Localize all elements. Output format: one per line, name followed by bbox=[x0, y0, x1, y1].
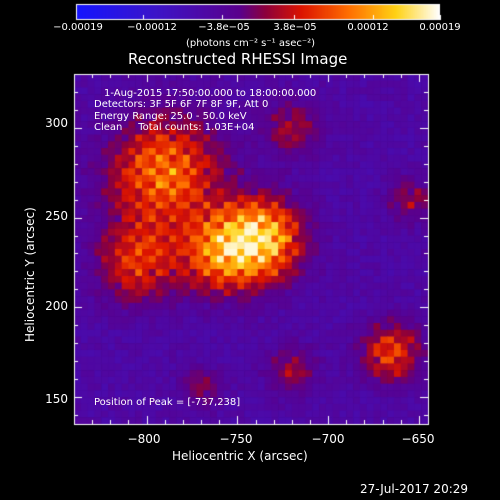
y-tick-label: 200 bbox=[45, 299, 68, 313]
plot-timestamp: 27-Jul-2017 20:29 bbox=[360, 482, 469, 496]
colorbar-unit-label: (photons cm⁻² s⁻¹ asec⁻²) bbox=[186, 38, 316, 49]
colorbar-tick-label: −0.00019 bbox=[53, 22, 103, 33]
time-range-annotation: 1-Aug-2015 17:50:00.000 to 18:00:00.000 bbox=[104, 88, 317, 99]
x-axis-label: Heliocentric X (arcsec) bbox=[172, 449, 308, 463]
colorbar-tick-label: 0.00012 bbox=[347, 22, 389, 33]
x-tick-label: −700 bbox=[311, 432, 345, 446]
x-tick-label: −650 bbox=[401, 432, 435, 446]
y-tick-label: 300 bbox=[45, 116, 68, 130]
chart-title: Reconstructed RHESSI Image bbox=[128, 50, 348, 68]
energy-range-annotation: Energy Range: 25.0 - 50.0 keV bbox=[94, 111, 247, 122]
colorbar-tick-label: −0.00012 bbox=[127, 22, 177, 33]
colorbar-tick-label: 3.8e−05 bbox=[273, 22, 317, 33]
x-tick-label: −800 bbox=[127, 432, 161, 446]
clean-counts-annotation: Clean Total counts: 1.03E+04 bbox=[94, 122, 255, 133]
x-tick-label: −750 bbox=[219, 432, 253, 446]
y-axis-label: Heliocentric Y (arcsec) bbox=[23, 207, 37, 342]
colorbar-tick-label: −3.8e−05 bbox=[198, 22, 250, 33]
peak-position-annotation: Position of Peak = [-737,238] bbox=[94, 397, 241, 408]
y-tick-label: 150 bbox=[45, 392, 68, 406]
detectors-annotation: Detectors: 3F 5F 6F 7F 8F 9F, Att 0 bbox=[94, 99, 269, 110]
colorbar-tick-label: 0.00019 bbox=[419, 22, 461, 33]
y-tick-label: 250 bbox=[45, 209, 68, 223]
